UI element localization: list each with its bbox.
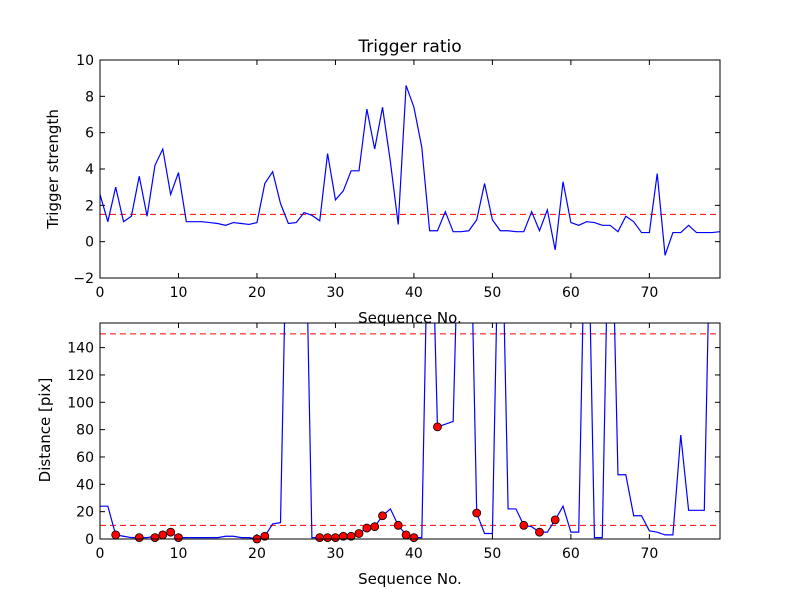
x-tick-label: 70 [640,285,658,301]
y-tick-label: 100 [67,395,94,411]
top-y-axis-label: Trigger strength [44,109,62,230]
data-point-marker [346,531,356,541]
y-tick-label: 0 [85,532,94,548]
data-point-marker [354,529,364,538]
y-tick-label: 140 [67,341,94,357]
bottom-threshold-lines [100,333,720,526]
data-point-marker [166,527,176,537]
bottom-axis-ticks: 0 10 20 30 40 50 60 70 0 20 40 60 80 100 120 140 [67,323,720,562]
data-point-marker [378,511,387,521]
bottom-markers [111,422,560,544]
y-tick-label: 60 [76,450,94,466]
bottom-x-axis-label: Sequence No. [358,570,462,588]
y-tick-label: 2 [85,198,94,214]
data-point-marker [550,515,560,525]
data-point-marker [409,533,419,543]
y-tick-label: 8 [85,89,94,105]
y-tick-label: 6 [85,126,94,142]
x-tick-label: 10 [170,285,188,301]
x-tick-label: 40 [405,546,423,562]
y-tick-label: 0 [85,235,94,251]
x-tick-label: 70 [640,546,658,562]
data-point-marker [150,533,160,543]
x-tick-label: 20 [248,285,266,301]
x-tick-label: 10 [170,546,188,562]
bottom-plot-frame [99,322,721,540]
data-point-marker [111,530,121,540]
top-plot-frame [99,59,721,279]
y-tick-label: 80 [76,423,94,439]
top-x-axis-label: Sequence No. [358,309,462,327]
x-tick-label: 30 [327,546,345,562]
y-tick-label: 20 [76,505,94,521]
y-tick-label: 40 [76,477,94,493]
y-tick-label: 4 [85,162,94,178]
distance-chart: 0 10 20 30 40 50 60 70 0 20 40 60 80 100 120 140 Sequen… [36,322,721,588]
x-tick-label: 60 [562,546,580,562]
data-point-marker [134,533,144,543]
x-tick-label: 60 [562,285,580,301]
data-point-marker [519,520,529,530]
data-point-marker [323,533,332,543]
bottom-y-axis-label: Distance [pix] [36,378,54,483]
data-point-marker [331,533,340,543]
x-tick-label: 20 [248,546,266,562]
x-tick-label: 0 [96,546,105,562]
top-series-line [100,85,720,256]
y-tick-label: 120 [67,368,94,384]
data-point-marker [472,508,482,518]
y-tick-label: −2 [73,271,94,287]
series-line [100,85,720,256]
data-point-marker [362,523,372,533]
data-point-marker [174,533,183,543]
chart-title: Trigger ratio [357,37,461,57]
x-tick-label: 50 [483,546,501,562]
data-point-marker [393,520,403,530]
data-point-marker [158,530,168,540]
data-point-marker [433,422,442,432]
data-point-marker [370,522,380,532]
x-tick-label: 40 [405,285,423,301]
data-point-marker [401,530,411,540]
data-point-marker [535,527,544,537]
x-tick-label: 30 [327,285,345,301]
x-tick-label: 50 [483,285,501,301]
x-tick-label: 0 [96,285,105,301]
data-point-marker [260,531,270,541]
data-point-marker [315,533,325,543]
y-tick-label: 10 [76,53,94,69]
